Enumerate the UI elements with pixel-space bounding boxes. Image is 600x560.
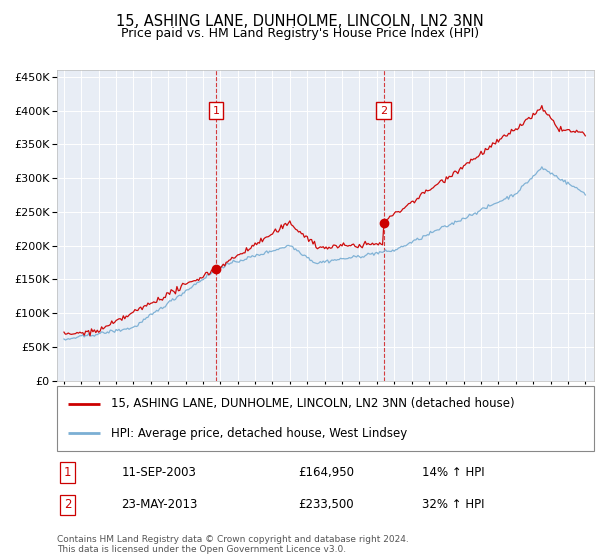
Text: 1: 1 bbox=[212, 105, 220, 115]
Text: £164,950: £164,950 bbox=[299, 466, 355, 479]
Text: Price paid vs. HM Land Registry's House Price Index (HPI): Price paid vs. HM Land Registry's House … bbox=[121, 27, 479, 40]
Text: £233,500: £233,500 bbox=[299, 498, 354, 511]
Text: 15, ASHING LANE, DUNHOLME, LINCOLN, LN2 3NN (detached house): 15, ASHING LANE, DUNHOLME, LINCOLN, LN2 … bbox=[111, 397, 514, 410]
Text: 14% ↑ HPI: 14% ↑ HPI bbox=[422, 466, 485, 479]
Text: 2: 2 bbox=[64, 498, 71, 511]
Text: 15, ASHING LANE, DUNHOLME, LINCOLN, LN2 3NN: 15, ASHING LANE, DUNHOLME, LINCOLN, LN2 … bbox=[116, 14, 484, 29]
Text: 32% ↑ HPI: 32% ↑ HPI bbox=[422, 498, 485, 511]
Text: HPI: Average price, detached house, West Lindsey: HPI: Average price, detached house, West… bbox=[111, 427, 407, 440]
Text: 11-SEP-2003: 11-SEP-2003 bbox=[121, 466, 196, 479]
Text: 1: 1 bbox=[64, 466, 71, 479]
Text: 2: 2 bbox=[380, 105, 387, 115]
Text: Contains HM Land Registry data © Crown copyright and database right 2024.
This d: Contains HM Land Registry data © Crown c… bbox=[57, 535, 409, 554]
Text: 23-MAY-2013: 23-MAY-2013 bbox=[121, 498, 198, 511]
